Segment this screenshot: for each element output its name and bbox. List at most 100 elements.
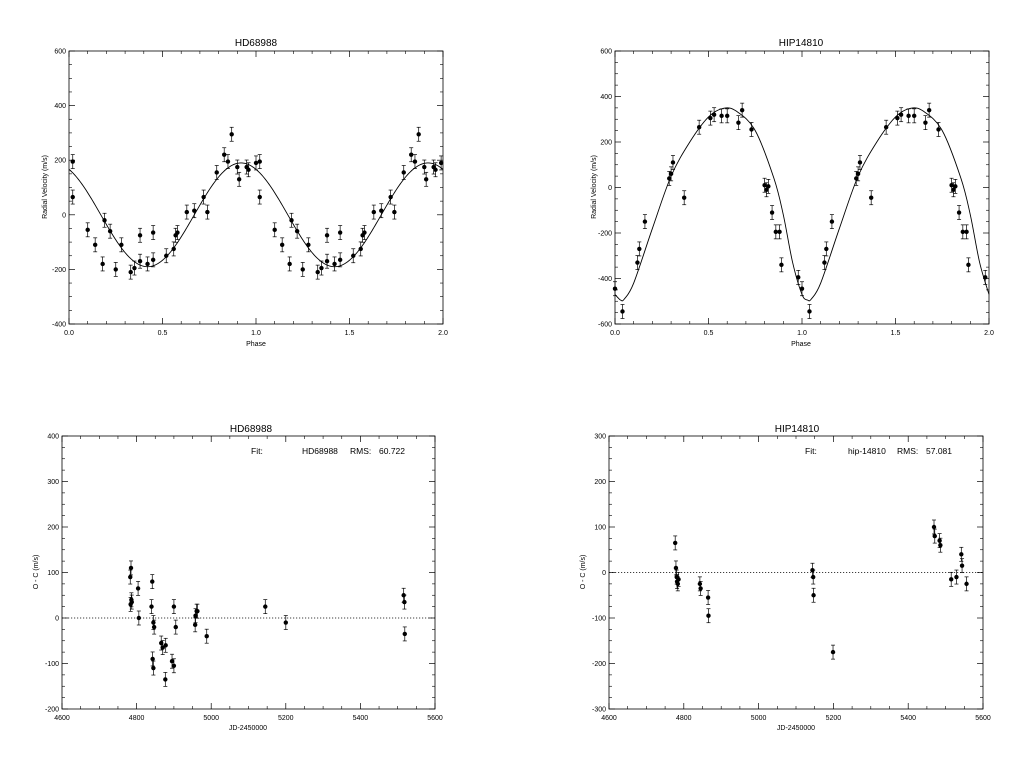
x-tick-label: 0.5 — [158, 330, 168, 337]
point-marker — [956, 210, 962, 215]
point-marker — [362, 230, 367, 235]
point-marker — [246, 167, 251, 172]
point-marker — [938, 543, 943, 548]
data-point — [100, 256, 105, 272]
y-tick-label: 0 — [608, 185, 612, 192]
data-points — [612, 102, 988, 319]
data-point — [830, 644, 836, 660]
data-point — [883, 119, 889, 135]
data-point — [868, 190, 874, 206]
data-point — [129, 594, 134, 610]
point-marker — [128, 269, 133, 275]
data-point — [137, 227, 143, 243]
y-tick-label: -400 — [52, 322, 66, 329]
data-point — [898, 107, 904, 123]
data-point — [205, 204, 210, 220]
data-point — [85, 222, 90, 238]
point-marker — [184, 209, 190, 215]
data-point — [192, 203, 197, 219]
data-point — [151, 615, 156, 630]
x-tick-label: 1.5 — [345, 330, 355, 337]
point-marker — [175, 230, 180, 235]
point-marker — [294, 228, 300, 234]
point-marker — [824, 246, 829, 252]
data-point — [711, 107, 717, 123]
data-point — [923, 115, 928, 131]
point-marker — [711, 112, 717, 117]
point-marker — [145, 261, 150, 267]
x-tick-label: 5200 — [826, 715, 842, 722]
y-tick-label: 0 — [55, 616, 59, 623]
point-marker — [769, 210, 775, 215]
point-marker — [402, 631, 407, 637]
point-marker — [423, 177, 429, 182]
point-marker — [895, 115, 900, 121]
data-point — [150, 252, 156, 268]
point-marker — [676, 577, 681, 582]
data-point — [70, 189, 75, 205]
point-marker — [337, 257, 343, 263]
point-marker — [137, 259, 143, 264]
data-point — [235, 159, 240, 175]
data-point — [149, 599, 154, 614]
x-tick-label: 5600 — [975, 715, 991, 722]
data-point — [401, 165, 406, 180]
point-marker — [229, 132, 234, 137]
point-marker — [811, 574, 816, 580]
plot-frame — [68, 50, 444, 325]
data-point — [637, 241, 642, 257]
data-point — [895, 110, 900, 126]
data-point — [163, 637, 168, 653]
x-tick-label: 2.0 — [984, 330, 994, 337]
point-marker — [409, 152, 414, 157]
point-marker — [279, 242, 285, 248]
x-axis-label: JD-2450000 — [777, 725, 815, 732]
point-marker — [438, 160, 444, 166]
data-point — [324, 227, 330, 243]
point-marker — [85, 227, 90, 233]
data-point — [263, 599, 268, 614]
data-point — [145, 256, 150, 272]
data-point — [402, 626, 407, 642]
point-marker — [132, 265, 137, 271]
data-point — [337, 225, 343, 240]
point-marker — [164, 253, 169, 258]
point-marker — [319, 265, 324, 271]
data-point — [160, 640, 165, 655]
point-marker — [192, 208, 197, 213]
data-point — [912, 108, 917, 124]
y-tick-label: 400 — [600, 94, 612, 101]
y-tick-label: -100 — [592, 616, 606, 623]
point-marker — [136, 615, 142, 621]
data-point — [150, 225, 156, 240]
panel-hd68988-rv: HD68988 0.0 0.5 1.0 1.5 2.0 -400 -200 0 200 400 60… — [42, 38, 448, 348]
data-point — [164, 248, 169, 264]
point-marker — [811, 593, 816, 598]
point-marker — [283, 620, 288, 625]
data-point — [150, 651, 155, 667]
point-marker — [959, 552, 964, 557]
data-point — [422, 159, 427, 175]
point-marker — [289, 218, 294, 223]
point-marker — [332, 261, 337, 267]
data-point — [675, 576, 681, 592]
panel-hip14810-residuals: HIP14810 4600 4800 5000 5200 5400 5600 -300 -20… — [580, 424, 991, 732]
point-marker — [225, 159, 231, 164]
data-point — [824, 241, 829, 257]
x-tick-label: 1.0 — [797, 330, 807, 337]
data-point — [229, 126, 234, 142]
tick-group: 0.0 0.5 1.0 1.5 2.0 -600 -400 -200 0 200 400 600 — [598, 49, 994, 338]
point-marker — [306, 242, 311, 248]
point-marker — [70, 159, 75, 164]
point-marker — [822, 260, 827, 265]
x-tick-label: 2.0 — [438, 330, 448, 337]
data-point — [416, 126, 421, 142]
x-axis-label: Phase — [246, 341, 266, 348]
point-marker — [959, 563, 965, 568]
plot-frame — [61, 435, 436, 710]
panel-hip14810-rv: HIP14810 0.0 0.5 1.0 1.5 2.0 -600 -400 -200 0 200… — [591, 38, 994, 348]
point-marker — [201, 194, 206, 200]
data-point — [951, 182, 956, 198]
data-point — [642, 214, 648, 229]
data-point — [171, 599, 177, 614]
